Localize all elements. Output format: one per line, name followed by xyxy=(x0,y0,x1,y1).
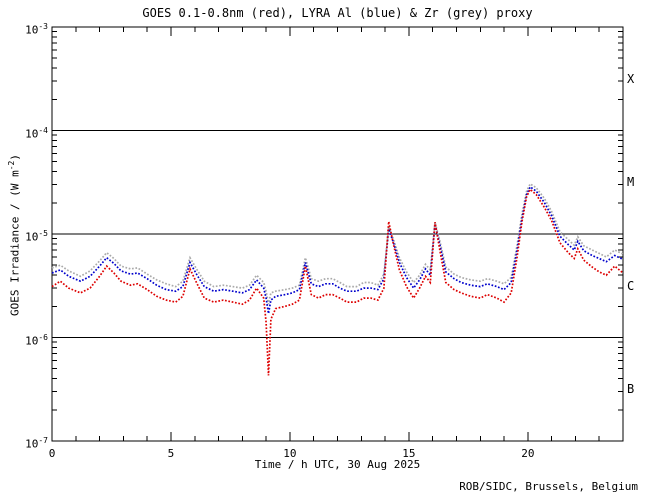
x-axis-title: Time / h UTC, 30 Aug 2025 xyxy=(254,458,421,471)
series-lyra-al-proxy xyxy=(51,185,624,314)
axis-ticks xyxy=(51,26,624,442)
y-axis-title-close: ) xyxy=(8,154,22,161)
flare-class-label-m: M xyxy=(627,175,635,190)
x-tick-label: 10 xyxy=(283,447,297,460)
x-tick-label: 20 xyxy=(521,447,535,460)
flare-class-boundary-lines xyxy=(52,130,623,338)
flare-class-label-x: X xyxy=(627,71,635,86)
series-goes-0-1-0-8nm xyxy=(51,188,624,376)
y-tick-label: 10-3 xyxy=(25,22,48,37)
flare-class-label-c: C xyxy=(627,278,635,293)
x-tick-label: 15 xyxy=(402,447,416,460)
y-axis-title-text: GOES Irradiance / (W m xyxy=(8,170,22,316)
x-tick-label: 5 xyxy=(167,447,175,460)
y-tick-label: 10-7 xyxy=(25,436,48,451)
y-axis-title-exponent: -2 xyxy=(7,160,16,171)
series-lyra-zr-proxy xyxy=(51,182,624,305)
chart-title: GOES 0.1-0.8nm (red), LYRA Al (blue) & Z… xyxy=(142,6,533,20)
y-tick-label: 10-5 xyxy=(25,229,48,244)
y-tick-label: 10-6 xyxy=(25,332,48,348)
y-tick-label: 10-4 xyxy=(25,125,48,141)
x-tick-label: 0 xyxy=(48,447,56,460)
flare-class-label-b: B xyxy=(627,382,635,397)
credit-footer: ROB/SIDC, Brussels, Belgium xyxy=(459,480,638,493)
